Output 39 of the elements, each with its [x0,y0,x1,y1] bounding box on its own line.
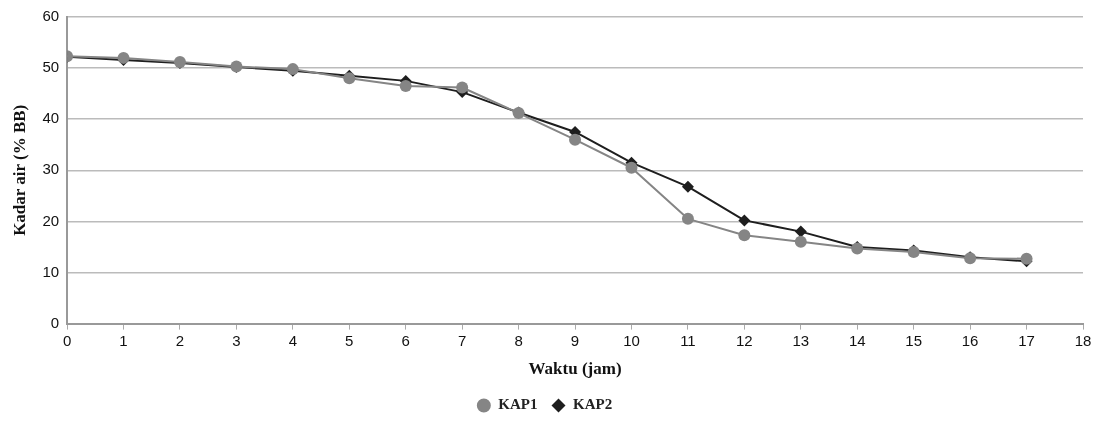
x-tick-label: 10 [623,331,640,349]
x-tick-label: 8 [514,331,523,349]
x-tick-label: 5 [345,331,354,349]
y-tick-label: 50 [42,58,60,76]
point [681,212,694,225]
y-tick-label: 20 [42,211,60,229]
x-tick-label: 1 [119,331,128,349]
point [738,214,751,227]
x-tick-label: 3 [232,331,241,349]
x-tick-label: 0 [62,331,72,349]
x-tick-label: 12 [736,331,753,349]
y-tick-label: 60 [42,7,60,25]
legend-label: KAP1 [498,396,538,413]
x-tick-label: 15 [905,331,923,349]
point [738,229,751,242]
x-tick-label: 11 [680,331,696,349]
y-tick-label: 10 [42,262,60,280]
point [794,235,807,248]
point [625,161,638,174]
x-tick-label: 13 [792,331,810,349]
x-tick-label: 7 [457,331,467,349]
y-tick-label: 0 [50,313,60,331]
x-tick-label: 14 [848,331,866,349]
x-tick-label: 6 [401,331,410,349]
point [456,81,469,94]
x-tick-label: 17 [1018,331,1035,349]
x-tick-label: 16 [961,331,979,349]
x-tick-label: 18 [1074,331,1092,349]
point [569,133,582,146]
x-axis-title: Waktu (jam) [528,359,622,379]
y-tick-label: 40 [42,109,60,127]
legend-label: KAP2 [573,396,613,413]
x-tick-label: 9 [570,331,580,349]
x-tick-label: 4 [288,331,298,349]
x-tick-label: 2 [175,331,185,349]
point [681,180,694,193]
point [399,79,412,92]
y-tick-label: 30 [42,160,60,178]
y-axis-title: Kadar air (% BB) [9,104,29,236]
